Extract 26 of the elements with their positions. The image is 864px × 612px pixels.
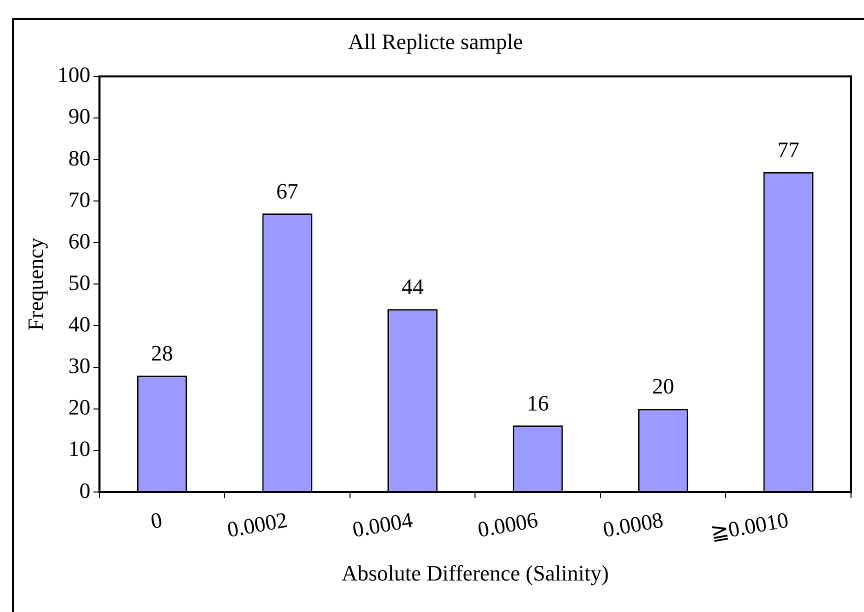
y-tick-label: 20 — [68, 394, 90, 420]
data-label: 77 — [777, 136, 800, 162]
y-tick-label: 60 — [68, 228, 90, 254]
x-tick-label: 0 — [148, 506, 164, 534]
data-label: 16 — [526, 390, 549, 416]
chart-title: All Replicte sample — [348, 28, 523, 54]
y-tick-label: 100 — [57, 62, 90, 88]
y-tick-label: 30 — [68, 353, 90, 378]
data-label: 67 — [276, 178, 298, 204]
y-tick-label: 0 — [79, 478, 90, 503]
y-tick-label: 40 — [68, 312, 90, 337]
x-tick-label: 0.0008 — [601, 506, 665, 542]
x-tick-label: 0.0006 — [476, 506, 540, 542]
y-tick-label: 70 — [68, 186, 90, 212]
y-axis-title: Frequency — [22, 238, 48, 331]
data-label: 28 — [151, 340, 174, 366]
x-tick-label: 0.0002 — [225, 506, 290, 542]
data-label: 44 — [402, 274, 424, 299]
y-tick-label: 10 — [68, 436, 90, 462]
y-tick-label: 50 — [68, 270, 90, 295]
data-label: 20 — [652, 374, 674, 399]
x-axis-title: Absolute Difference (Salinity) — [342, 560, 609, 586]
x-tick-label: 0.0004 — [350, 506, 414, 542]
x-tick-label: ≧0.0010 — [708, 506, 790, 546]
y-tick-label: 90 — [68, 104, 90, 129]
y-tick-label: 80 — [68, 145, 90, 170]
